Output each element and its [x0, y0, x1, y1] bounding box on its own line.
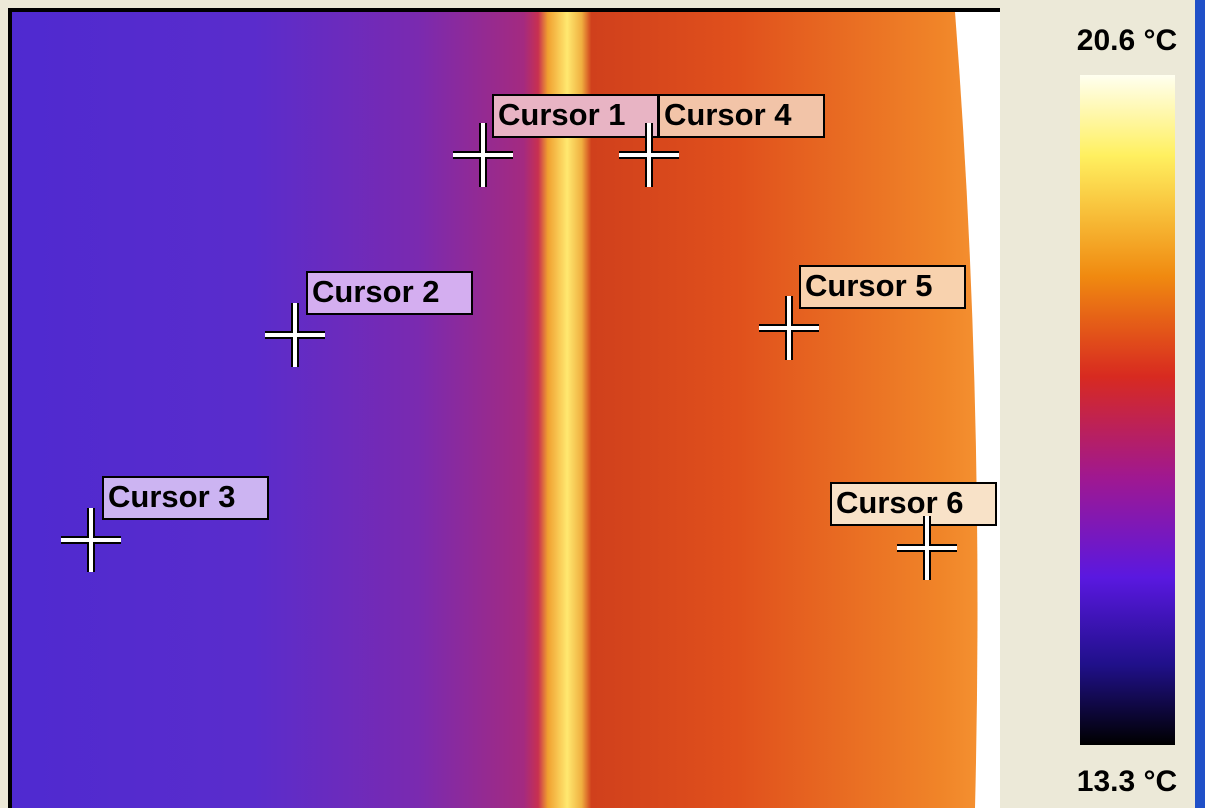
window-edge [1195, 0, 1205, 808]
cursor-label: Cursor 3 [108, 479, 235, 514]
cursor-label: Cursor 6 [836, 485, 963, 520]
cursor: Cursor 2 [265, 271, 473, 367]
cursor-label-box [102, 476, 269, 520]
cursor-label-box [492, 94, 659, 138]
cursor: Cursor 1 [453, 94, 659, 187]
cursor: Cursor 3 [61, 476, 269, 572]
scale-min: 13.3 °C [1077, 765, 1177, 798]
cursor-label-box [306, 271, 473, 315]
cursor: Cursor 5 [759, 265, 966, 360]
cursor-label: Cursor 2 [312, 274, 439, 309]
cursor-label-box [830, 482, 997, 526]
cursor: Cursor 6 [830, 482, 997, 580]
cursor-label: Cursor 5 [805, 268, 932, 303]
scale-max: 20.6 °C [1077, 24, 1177, 57]
color-scale [1080, 75, 1175, 745]
cursor-label-box [658, 94, 825, 138]
cursor-layer: Cursor 1 Cursor 2 Cursor 3 Cursor 4 Cursor 5… [61, 94, 997, 580]
cursor-label: Cursor 4 [664, 97, 792, 132]
cursor: Cursor 4 [619, 94, 825, 187]
thermal-image [12, 12, 978, 808]
cursor-label-box [799, 265, 966, 309]
cursor-label: Cursor 1 [498, 97, 625, 132]
